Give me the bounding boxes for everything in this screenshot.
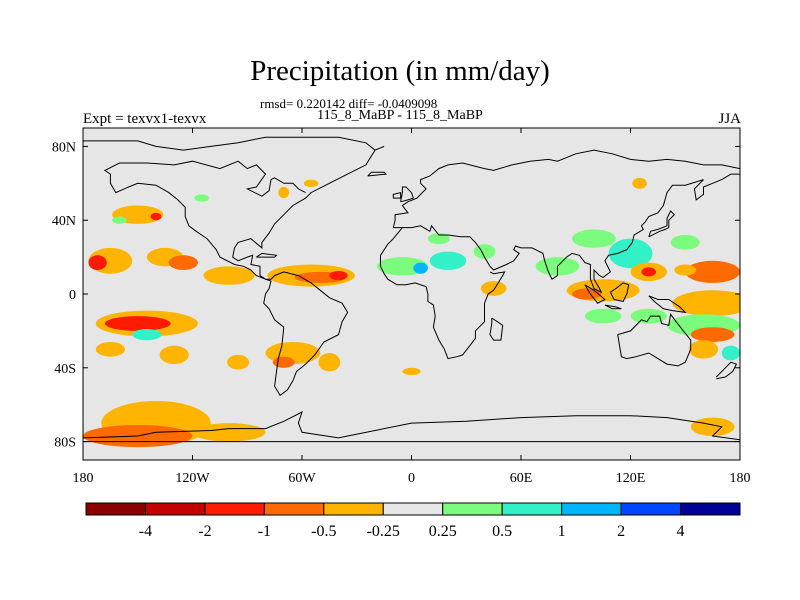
x-tick-label: 60W	[288, 471, 316, 486]
anomaly-region	[132, 329, 162, 341]
colorbar-label: 0.25	[429, 523, 457, 540]
anomaly-region	[572, 229, 616, 248]
anomaly-region	[159, 345, 189, 365]
colorbar-swatch	[620, 502, 682, 516]
coastline	[400, 186, 414, 203]
anomaly-region	[329, 270, 348, 281]
anomaly-region	[685, 260, 740, 283]
y-tick-label: 0	[69, 288, 76, 303]
coastline	[374, 145, 385, 151]
x-tick-label: 120W	[175, 471, 210, 486]
chart-subtitle: 115_8_MaBP - 115_8_MaBP	[317, 108, 483, 123]
anomaly-region	[112, 216, 127, 224]
coastline	[367, 171, 388, 177]
colorbar-label: -0.5	[311, 523, 336, 540]
colorbar-label: 2	[617, 523, 625, 540]
anomaly-region	[150, 212, 162, 221]
colorbar-swatch	[263, 502, 325, 516]
x-tick-label: 60E	[510, 471, 533, 486]
anomaly-region	[303, 179, 319, 188]
anomaly-region	[402, 367, 421, 376]
coastline	[83, 411, 740, 441]
colorbar-swatch	[85, 502, 146, 516]
anomaly-region	[104, 316, 171, 331]
coastline	[83, 136, 376, 397]
colorbar-label: -1	[258, 523, 271, 540]
coastline-layer	[83, 136, 740, 443]
anomaly-region	[608, 238, 653, 269]
anomaly-region	[168, 255, 198, 271]
coastline	[489, 317, 504, 341]
chart-title: Precipitation (in mm/day)	[250, 55, 550, 87]
anomaly-region	[670, 234, 700, 250]
stats-text: rmsd= 0.220142 diff= -0.0409098	[260, 96, 438, 111]
coastline	[392, 191, 402, 199]
anomaly-region	[192, 423, 266, 442]
colorbar-label: 4	[677, 523, 685, 540]
anomaly-region	[572, 288, 602, 300]
coastline	[256, 252, 278, 258]
coastline	[609, 282, 630, 302]
anomaly-region	[95, 341, 125, 357]
colorbar-label: -0.25	[367, 523, 400, 540]
anomaly-region	[688, 340, 719, 359]
colorbar-swatch	[323, 502, 384, 516]
coastline	[604, 304, 622, 310]
colorbar-label: 0.5	[492, 523, 512, 540]
colorbar-swatch	[561, 502, 622, 516]
anomaly-region	[429, 251, 467, 271]
coastline	[584, 284, 606, 304]
y-tick-label: 40N	[52, 214, 76, 229]
anomaly-region	[203, 266, 255, 285]
colorbar-label: -2	[198, 523, 211, 540]
colorbar-swatch	[144, 502, 206, 516]
colorbar-swatch	[204, 502, 265, 516]
anomaly-region	[630, 308, 667, 324]
coastline	[617, 313, 692, 367]
x-tick-label: 120E	[616, 471, 646, 486]
y-tick-label: 80S	[54, 436, 76, 451]
anomaly-region	[88, 255, 107, 271]
anomaly-region	[480, 281, 507, 296]
anomaly-region	[427, 233, 450, 245]
coastline	[648, 210, 676, 238]
anomaly-region	[278, 187, 290, 199]
coastline	[380, 227, 506, 360]
colorbar-swatch	[442, 502, 503, 516]
anomaly-region	[641, 267, 657, 277]
coastline	[393, 173, 740, 294]
anomaly-region	[413, 262, 428, 274]
colorbar-swatch	[382, 502, 444, 516]
x-tick-label: 180	[73, 471, 94, 486]
season-label: JJA	[718, 111, 741, 127]
x-tick-label: 180	[730, 471, 751, 486]
anomaly-region	[632, 177, 647, 189]
coastline	[715, 361, 738, 380]
colorbar-label: -4	[139, 523, 152, 540]
coastline	[392, 149, 740, 228]
anomaly-region	[721, 345, 740, 361]
anomaly-region	[690, 417, 735, 437]
anomaly-region	[227, 354, 250, 370]
experiment-label: Expt = texvx1-texvx	[83, 111, 207, 127]
axis-layer: 180 120W 60W 0 60E 120E 180 80N 40N 0 40S 80S	[52, 128, 751, 486]
y-tick-label: 80N	[52, 140, 76, 155]
y-tick-label: 40S	[54, 362, 76, 377]
anomaly-region	[674, 264, 697, 276]
colorbar-swatch	[501, 502, 563, 516]
coastline	[648, 295, 687, 314]
anomaly-region	[318, 353, 341, 372]
colorbar-label: 1	[558, 523, 566, 540]
anomaly-region	[584, 308, 622, 324]
colorbar-swatch	[680, 502, 741, 516]
x-tick-label: 0	[408, 471, 415, 486]
anomaly-region	[672, 290, 740, 317]
anomaly-region	[194, 194, 209, 202]
anomaly-region	[690, 327, 735, 342]
